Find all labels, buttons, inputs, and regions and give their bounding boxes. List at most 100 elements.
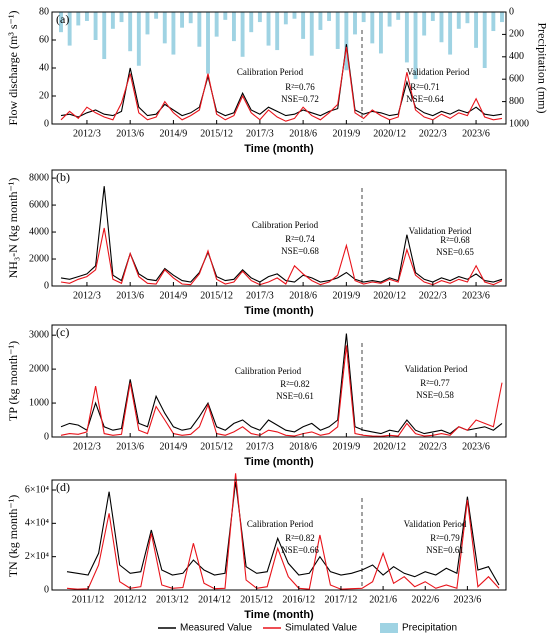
precipitation-bar — [119, 12, 124, 23]
x-tick-label: 2019/9 — [332, 128, 360, 139]
y-tick-label: 2000 — [29, 363, 49, 374]
x-tick-label: 2014/9 — [160, 128, 188, 139]
x-tick-label: 2017/3 — [246, 128, 274, 139]
series-line — [60, 46, 503, 122]
x-tick-label: 2016/12 — [282, 594, 315, 605]
annotation: Calibration Period — [237, 67, 304, 77]
precipitation-bar — [59, 12, 63, 33]
precipitation-bar — [370, 12, 375, 44]
precipitation-bar — [327, 12, 332, 21]
precipitation-bar — [474, 12, 479, 48]
y-tick-label: 0 — [44, 118, 49, 129]
y-tick-label: 4000 — [29, 226, 49, 237]
annotation: R²=0.82 — [285, 533, 315, 543]
y-tick-label: 1000 — [29, 397, 49, 408]
legend-label: Measured Value — [180, 623, 253, 634]
x-tick-label: 2012/3 — [73, 128, 101, 139]
annotation: NSE=0.64 — [406, 94, 444, 104]
y-tick-label: 40 — [39, 62, 49, 73]
precipitation-bar — [318, 12, 323, 30]
precipitation-bar — [145, 12, 150, 35]
legend-swatch — [380, 623, 398, 633]
annotation: Validation Period — [404, 519, 467, 529]
annotation: R²=0.68 — [440, 235, 470, 245]
precipitation-bar — [223, 12, 228, 20]
y-tick-label: 3000 — [29, 329, 49, 340]
precipitation-bar — [292, 12, 297, 19]
precipitation-bar — [84, 12, 89, 21]
precipitation-bar — [353, 12, 357, 35]
y-tick-label: 0 — [44, 584, 49, 595]
precipitation-bar — [387, 12, 392, 27]
precipitation-bar — [335, 12, 340, 49]
panel-label: (d) — [56, 480, 70, 494]
series-line — [60, 345, 503, 437]
x-tick-label: 2015/12 — [200, 128, 233, 139]
x-tick-label: 2023/6 — [453, 594, 481, 605]
precipitation-bar — [188, 12, 193, 24]
annotation: Validation Period — [405, 364, 468, 374]
precipitation-bar — [275, 12, 280, 51]
series-line — [66, 481, 500, 586]
precipitation-bar — [102, 12, 107, 60]
x-axis-title: Time (month) — [244, 609, 314, 621]
annotation: R²=0.71 — [410, 82, 440, 92]
precipitation-bar — [465, 12, 470, 24]
x-tick-label: 2015/12 — [200, 441, 233, 452]
annotation: Validation Period — [409, 226, 472, 236]
precipitation-bar — [257, 12, 262, 23]
x-tick-label: 2018/6 — [289, 128, 317, 139]
y-tick-label: 60 — [39, 34, 49, 45]
annotation: NSE=0.65 — [436, 247, 474, 257]
precipitation-bar — [171, 12, 176, 55]
y2-tick-label: 1000 — [509, 118, 529, 129]
x-tick-label: 2012/3 — [73, 441, 101, 452]
x-tick-label: 2014/9 — [160, 441, 188, 452]
precipitation-bar — [456, 12, 461, 29]
y-tick-label: 6000 — [29, 199, 49, 210]
series-line — [60, 333, 503, 435]
y2-tick-label: 400 — [509, 51, 524, 62]
precipitation-bar — [396, 12, 401, 20]
precipitation-bar — [76, 12, 81, 26]
x-tick-label: 2019/9 — [332, 441, 360, 452]
annotation: R²=0.82 — [280, 379, 310, 389]
panel-label: (a) — [56, 12, 69, 26]
annotation: R²=0.76 — [285, 82, 315, 92]
x-tick-label: 2020/12 — [373, 128, 406, 139]
y-axis-title: NH₃-N (kg month⁻¹) — [6, 178, 20, 279]
precipitation-bar — [67, 12, 72, 46]
annotation: R²=0.77 — [420, 378, 450, 388]
x-tick-label: 2022/3 — [419, 128, 447, 139]
x-tick-label: 2013/12 — [156, 594, 189, 605]
x-tick-label: 2018/6 — [289, 441, 317, 452]
annotation: NSE=0.61 — [426, 545, 464, 555]
x-tick-label: 2017/12 — [325, 594, 358, 605]
x-tick-label: 2022/3 — [419, 290, 447, 301]
annotation: NSE=0.68 — [281, 246, 319, 256]
plot-frame — [51, 479, 507, 591]
y-axis-title: TP (kg month⁻¹) — [6, 341, 20, 421]
x-tick-label: 2021/6 — [369, 594, 397, 605]
y-axis-title: Flow discharge (m³ s⁻¹) — [6, 11, 20, 126]
series-line — [66, 473, 500, 590]
precipitation-bar — [214, 12, 219, 37]
plot-frame — [51, 169, 507, 287]
precipitation-bar — [500, 12, 504, 23]
precipitation-bar — [439, 12, 444, 43]
y2-axis-title: Precipitation (mm) — [535, 23, 549, 114]
precipitation-bar — [448, 12, 453, 55]
precipitation-bar — [413, 12, 418, 80]
x-tick-label: 2015/12 — [240, 594, 273, 605]
x-tick-label: 2012/3 — [73, 290, 101, 301]
precipitation-bar — [404, 12, 409, 63]
x-tick-label: 2023/6 — [462, 441, 490, 452]
precipitation-bar — [378, 12, 383, 54]
x-tick-label: 2013/6 — [116, 128, 144, 139]
precipitation-bar — [283, 12, 288, 25]
y-tick-label: 2×10⁴ — [25, 551, 50, 562]
x-axis-title: Time (month) — [244, 456, 314, 468]
y-tick-label: 6×10⁴ — [25, 484, 50, 495]
x-tick-label: 2023/6 — [462, 290, 490, 301]
x-tick-label: 2023/6 — [462, 128, 490, 139]
